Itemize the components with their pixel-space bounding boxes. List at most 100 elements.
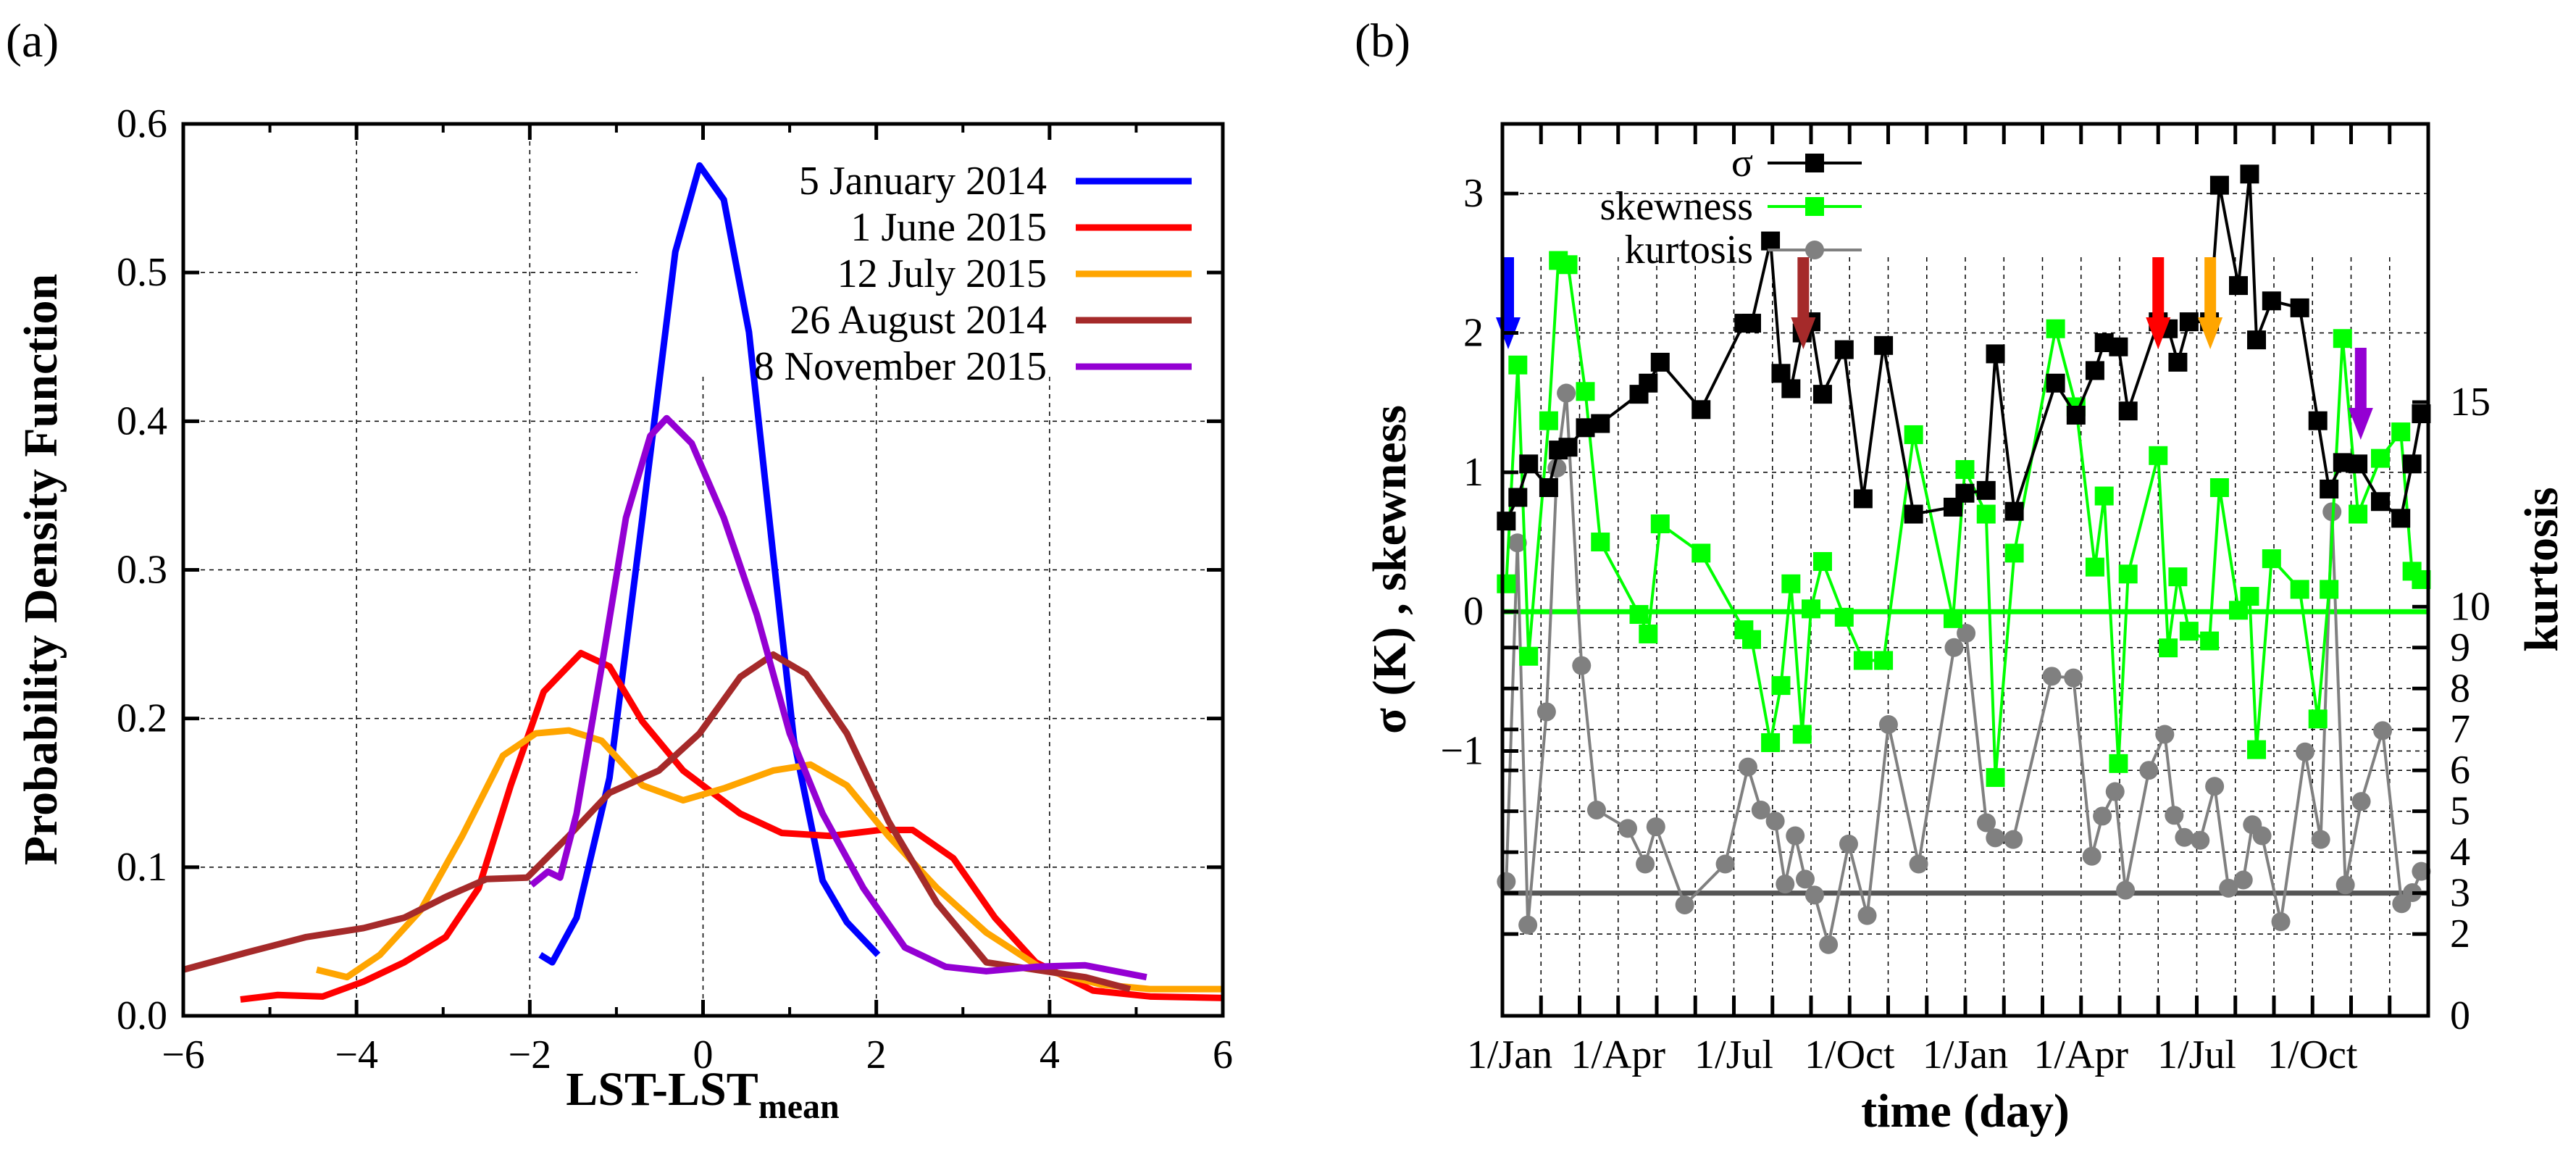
- arrow-shaft: [1797, 257, 1810, 320]
- series-skewness: [1497, 251, 2431, 788]
- data-point: [1761, 231, 1781, 251]
- y-tick-label: 0.0: [117, 993, 167, 1038]
- data-point: [1646, 817, 1665, 837]
- legend-label: skewness: [1599, 184, 1753, 229]
- y2-tick-label: 9: [2450, 625, 2470, 670]
- data-point: [2412, 861, 2431, 881]
- data-point: [2004, 543, 2024, 563]
- data-point: [1878, 714, 1898, 734]
- legend-label: 5 January 2014: [799, 159, 1047, 204]
- x-axis-title: time (day): [1861, 1085, 2070, 1138]
- x-tick-label: −2: [509, 1032, 552, 1077]
- data-point: [2262, 291, 2281, 311]
- arrow-head: [1791, 317, 1816, 349]
- panel-label-b: (b): [1355, 14, 1410, 67]
- data-point: [2139, 761, 2159, 780]
- data-point: [2320, 580, 2339, 599]
- data-point: [2066, 405, 2086, 425]
- x-tick-label: 1/Oct: [1805, 1032, 1895, 1077]
- data-point: [1761, 733, 1781, 753]
- data-point: [1805, 885, 1824, 905]
- data-point: [2118, 564, 2138, 584]
- data-point: [2295, 742, 2314, 761]
- data-point: [1874, 335, 1894, 355]
- arrow-5 January 2014: [1495, 257, 1521, 349]
- data-point: [2247, 740, 2267, 759]
- data-point: [2205, 777, 2225, 796]
- data-point: [1572, 656, 1592, 675]
- y2-tick-label: 2: [2450, 911, 2470, 956]
- data-point: [1943, 609, 1962, 628]
- x-axis-title-main: LST-LST: [566, 1063, 758, 1116]
- panel-label-a: (a): [6, 14, 59, 67]
- grid: [183, 124, 1223, 1016]
- data-point: [1507, 533, 1527, 553]
- arrow-shaft: [1502, 257, 1514, 320]
- y-axis-title: Probability Density Function: [14, 274, 67, 866]
- data-point: [1691, 543, 1711, 563]
- data-point: [1539, 411, 1558, 430]
- y-tick-label: 2: [1463, 311, 1484, 356]
- y-tick-label: 0.2: [117, 696, 167, 741]
- data-point: [1518, 915, 1538, 935]
- data-point: [2191, 830, 2210, 850]
- data-point: [1834, 607, 1854, 627]
- data-point: [1781, 574, 1801, 593]
- data-point: [2252, 826, 2272, 846]
- legend-label: σ: [1731, 141, 1753, 185]
- data-point: [1508, 355, 1528, 375]
- legend-label: 1 June 2015: [850, 205, 1047, 250]
- data-point: [1904, 425, 1923, 444]
- x-axis-title-subscript: mean: [758, 1088, 840, 1126]
- x-tick-label: 1/Oct: [2267, 1032, 2358, 1077]
- data-point: [1586, 800, 1606, 819]
- series-lines: [182, 162, 1224, 1003]
- y2-axis-title: kurtosis: [2515, 487, 2568, 651]
- x-tick-label: 4: [1040, 1032, 1060, 1077]
- x-tick-label: 1/Apr: [1571, 1032, 1665, 1077]
- legend-marker: [1805, 241, 1824, 259]
- data-point: [1741, 630, 1761, 649]
- data-point: [1650, 352, 1670, 372]
- series-line-2: [316, 727, 1223, 993]
- legend-marker: [1805, 154, 1824, 172]
- data-point: [1738, 757, 1757, 777]
- data-point: [1618, 819, 1638, 838]
- data-point: [2094, 486, 2114, 506]
- data-point: [2262, 549, 2281, 569]
- series-line-3: [182, 651, 1132, 993]
- data-point: [2308, 411, 2328, 430]
- x-tick-label: 1/Jan: [1467, 1032, 1552, 1077]
- data-point: [2042, 667, 2062, 686]
- data-point: [1812, 385, 1832, 404]
- data-point: [1795, 869, 1815, 889]
- data-point: [2209, 175, 2229, 195]
- data-point: [2335, 875, 2355, 895]
- data-point: [2149, 446, 2168, 465]
- data-point: [1802, 599, 1820, 619]
- data-point: [2004, 830, 2023, 849]
- data-point: [2085, 557, 2104, 577]
- data-point: [1839, 834, 1858, 854]
- event-arrows: [1495, 257, 2373, 440]
- data-point: [2290, 580, 2309, 599]
- y-tick-label: 0.1: [117, 845, 167, 890]
- data-point: [2109, 754, 2128, 773]
- data-point: [2333, 329, 2352, 349]
- data-point: [1519, 646, 1539, 666]
- y2-tick-label: 5: [2450, 789, 2470, 834]
- data-point: [1497, 872, 1516, 891]
- data-point: [1508, 488, 1528, 507]
- data-point: [1741, 314, 1761, 333]
- y2-tick-label: 7: [2450, 707, 2470, 752]
- data-point: [1986, 344, 2005, 364]
- data-point: [1853, 651, 1873, 670]
- data-point: [1650, 514, 1670, 534]
- arrow-shaft: [2354, 348, 2367, 411]
- x-tick-label: 1/Jul: [2157, 1032, 2236, 1077]
- data-point: [1591, 414, 1610, 433]
- y-tick-label: 0.3: [117, 548, 167, 593]
- data-point: [1591, 533, 1610, 552]
- data-point: [1639, 624, 1658, 643]
- data-point: [2004, 501, 2024, 521]
